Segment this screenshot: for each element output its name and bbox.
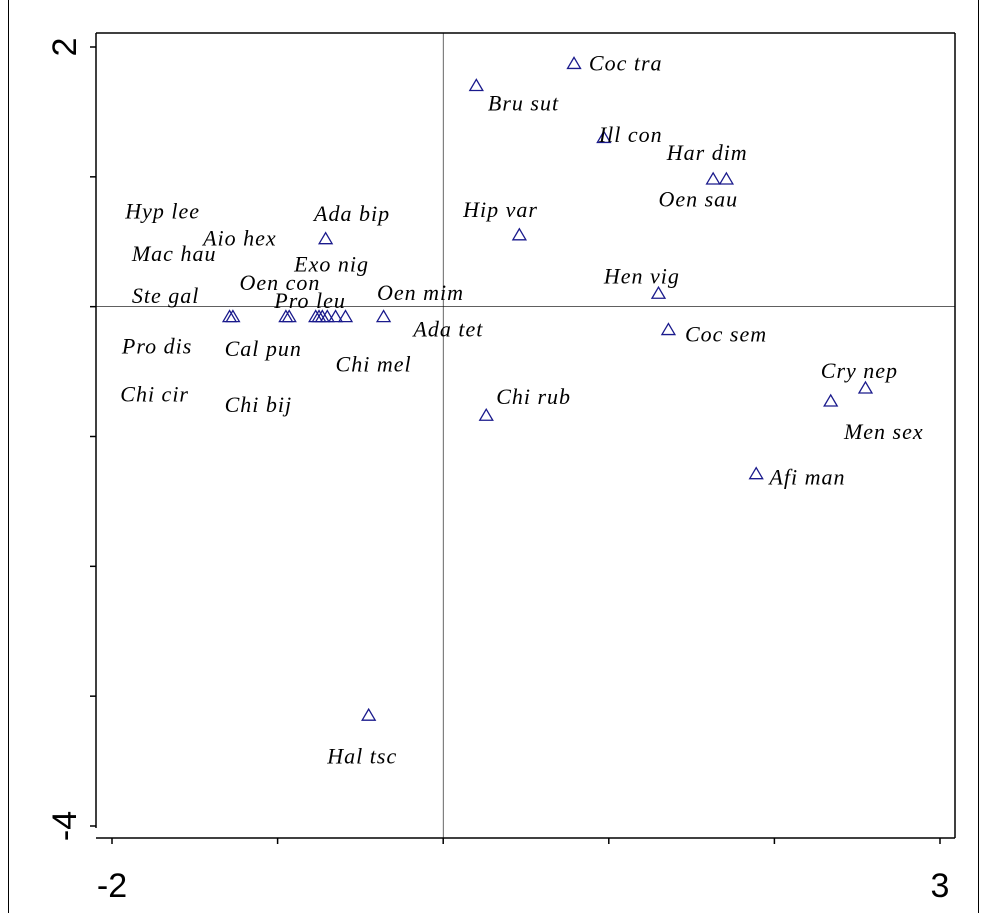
point-label: Hen vig <box>603 263 680 288</box>
data-point-triangle <box>596 130 612 144</box>
data-point-triangle <box>650 285 667 299</box>
data-point-triangle <box>748 466 764 480</box>
y-ticks <box>90 46 96 827</box>
point-label: Afi man <box>767 465 845 490</box>
point-label: Oen con <box>240 270 321 295</box>
point-label: Mac hau <box>131 241 217 266</box>
point-label: Men sex <box>843 419 924 444</box>
x-ticks <box>111 838 941 844</box>
point-label: Ste gal <box>132 283 200 308</box>
data-point-triangle <box>857 380 874 394</box>
point-label: Oen sau <box>658 187 738 212</box>
point-label: Coc sem <box>685 322 767 347</box>
point-label: Chi cir <box>120 381 189 406</box>
point-label: Aio hex <box>201 226 277 251</box>
point-label: Chi rub <box>496 384 571 409</box>
point-label: Coc tra <box>589 50 663 75</box>
data-point-triangle <box>278 309 294 323</box>
point-label: Cry nep <box>821 358 898 383</box>
x-tick-label-right: 3 <box>931 867 950 905</box>
point-label: Pro dis <box>121 333 192 358</box>
point-label: Oen mim <box>377 280 464 305</box>
x-tick-label-left: -2 <box>97 867 127 905</box>
point-label: Ada bip <box>312 201 390 226</box>
data-point-triangle <box>468 78 484 92</box>
data-point-triangle <box>375 309 392 323</box>
point-label: Hal tsc <box>326 744 397 769</box>
y-tick-label-top: 2 <box>46 38 84 57</box>
data-point-triangle <box>566 56 582 70</box>
data-point-triangle <box>718 171 735 185</box>
data-point-triangle <box>511 227 528 241</box>
data-point-triangle <box>337 309 354 323</box>
data-point-triangle <box>319 309 335 323</box>
point-label: Pro leu <box>273 288 346 313</box>
y-tick-label-bottom: -4 <box>46 811 84 841</box>
point-label: Exo nig <box>293 252 369 277</box>
point-label: Bru sut <box>488 91 559 116</box>
data-point-triangle <box>705 171 721 185</box>
data-point-triangle <box>221 309 238 323</box>
point-label: Ada tet <box>411 317 483 342</box>
point-label: Hyp lee <box>124 198 200 223</box>
data-point-triangle <box>327 309 344 323</box>
figure-frame <box>8 0 979 913</box>
point-label: Chi bij <box>225 392 293 417</box>
point-label: Ill con <box>598 122 663 147</box>
data-point-triangle <box>361 707 377 721</box>
data-points <box>221 56 874 721</box>
point-label: Chi mel <box>336 352 412 377</box>
point-label: Cal pun <box>225 336 302 361</box>
point-label: Hip var <box>462 197 538 222</box>
data-point-triangle <box>660 322 677 336</box>
data-point-triangle <box>317 231 334 245</box>
point-label: Har dim <box>666 140 748 165</box>
data-point-triangle <box>478 407 494 421</box>
data-point-triangle <box>823 393 839 407</box>
